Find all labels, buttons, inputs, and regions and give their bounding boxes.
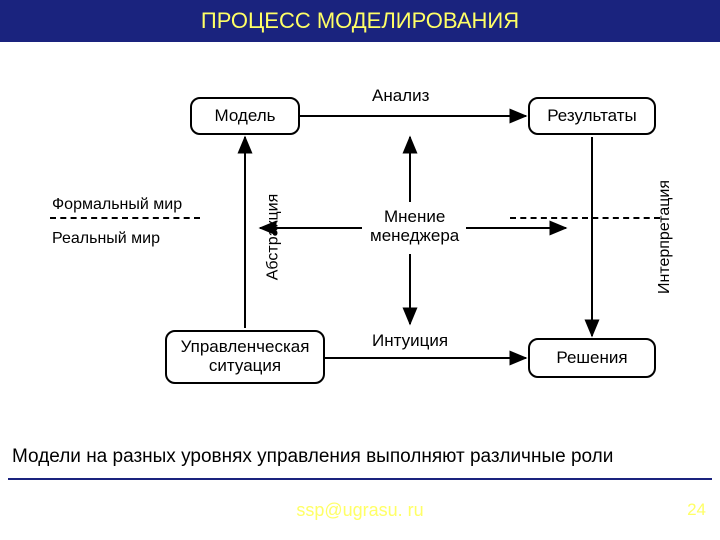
diagram-canvas: Модель Результаты Управленческаяситуация… xyxy=(0,42,720,422)
page-number: 24 xyxy=(687,500,706,520)
caption-text: Модели на разных уровнях управления выпо… xyxy=(12,446,613,468)
world-divider-right xyxy=(510,217,660,219)
label-abstraction: Абстракция xyxy=(264,194,282,281)
label-opinion: Мнениеменеджера xyxy=(370,208,459,245)
page-title: ПРОЦЕСС МОДЕЛИРОВАНИЯ xyxy=(0,0,720,42)
label-intuition: Интуиция xyxy=(372,332,448,351)
label-real-world: Реальный мир xyxy=(52,226,160,252)
world-divider-left xyxy=(50,217,200,219)
label-formal-world: Формальный мир xyxy=(52,192,182,218)
node-decisions: Решения xyxy=(528,338,656,378)
node-results: Результаты xyxy=(528,97,656,135)
footer-email: ssp@ugrasu. ru xyxy=(0,500,720,521)
node-situation: Управленческаяситуация xyxy=(165,330,325,384)
label-analysis: Анализ xyxy=(372,87,429,106)
node-model: Модель xyxy=(190,97,300,135)
footer-rule xyxy=(8,478,712,480)
label-interpretation: Интерпретация xyxy=(656,180,674,294)
